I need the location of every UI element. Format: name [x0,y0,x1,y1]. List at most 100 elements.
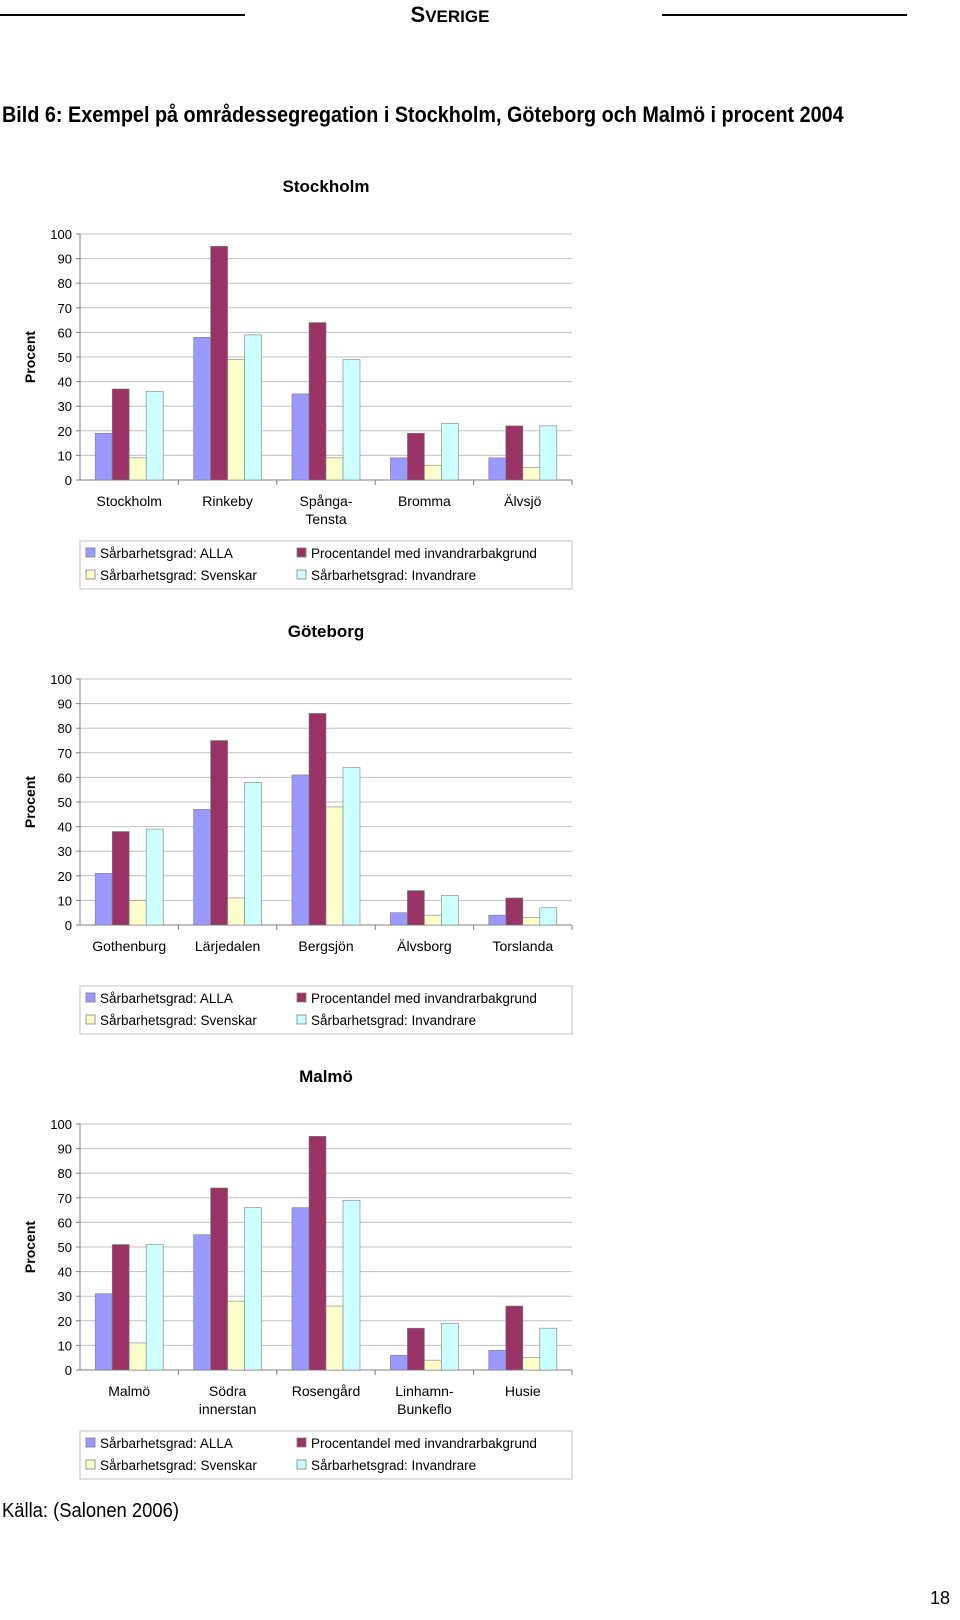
chart-goteborg-category-label: Älvsborg [397,938,451,954]
chart-goteborg-legend-swatch [85,1014,96,1025]
chart-goteborg-category-label: Gothenburg [92,938,166,954]
chart-stockholm-ytick-label: 0 [65,473,72,488]
chart-stockholm-bar [308,322,327,481]
chart-stockholm-bar [522,467,541,481]
chart-goteborg-legend-label: Sårbarhetsgrad: ALLA [100,991,233,1006]
chart-goteborg-bar [505,897,524,926]
chart-malmo-ytick-label: 0 [65,1363,72,1378]
chart-malmo-bar [291,1207,310,1371]
chart-malmo: Malmö Procent 0 10 20 30 40 50 60 70 80 90 100 Malmö S… [22,1067,573,1480]
chart-goteborg-ylabel: Procent [22,776,38,828]
header-rule-left [0,14,245,16]
chart-stockholm-ytick-label: 60 [58,325,72,340]
chart-malmo-bar [342,1199,361,1371]
chart-goteborg-bar [291,774,310,926]
running-header: SVERIGE [300,2,600,28]
chart-stockholm-bar [407,432,425,481]
chart-malmo-bar [94,1293,113,1371]
chart-goteborg-legend-label: Sårbarhetsgrad: Svenskar [100,1013,257,1028]
chart-goteborg-bar [390,912,408,926]
chart-malmo-ytick-label: 70 [58,1191,72,1206]
chart-stockholm-ytick-label: 40 [58,375,72,390]
chart-goteborg-ytick-label: 50 [58,795,72,810]
chart-malmo-bar [390,1354,408,1371]
chart-malmo-category-label: innerstan [199,1401,257,1417]
chart-stockholm-bar [505,425,524,481]
chart-malmo-category-label: Husie [505,1383,541,1399]
chart-goteborg-bar [441,895,459,926]
chart-goteborg-bar [342,767,361,926]
chart-stockholm-legend-label: Sårbarhetsgrad: Svenskar [100,568,257,583]
chart-malmo-bar [424,1359,442,1371]
chart-stockholm-legend-swatch [85,547,96,558]
chart-malmo-category-label: Södra [209,1383,247,1399]
chart-goteborg-bar [145,828,164,926]
chart-stockholm-bar [342,359,361,481]
chart-goteborg: Göteborg Procent 0 10 20 30 40 50 60 70 80 90 100 Got… [22,622,573,1035]
chart-goteborg-bar [325,806,344,926]
chart-goteborg-bar [539,907,558,926]
chart-goteborg-bar [244,782,262,926]
chart-goteborg-ytick-label: 0 [65,918,72,933]
chart-goteborg-title: Göteborg [288,622,365,641]
header-initial: S [410,2,426,27]
chart-stockholm-bar [210,246,228,481]
chart-stockholm-category-label: Tensta [305,511,346,527]
chart-malmo-legend-label: Sårbarhetsgrad: Svenskar [100,1458,257,1473]
chart-stockholm-legend-swatch [296,547,307,558]
chart-goteborg-bar [308,713,327,926]
chart-goteborg-ytick-label: 90 [58,697,72,712]
chart-stockholm-legend-box [79,540,573,590]
chart-malmo-bar [488,1350,507,1371]
chart-malmo-bar [128,1342,147,1371]
chart-malmo-bar [505,1305,524,1371]
chart-goteborg-category-label: Torslanda [492,938,553,954]
chart-stockholm-bar [488,457,507,481]
chart-goteborg-legend-swatch [296,1014,307,1025]
chart-goteborg-bar [193,809,211,926]
chart-malmo-legend-box [79,1430,573,1480]
chart-goteborg-legend-label: Procentandel med invandrarbakgrund [311,991,537,1006]
chart-stockholm-ytick-label: 70 [58,301,72,316]
chart-stockholm-legend-swatch [296,569,307,580]
chart-stockholm-ytick-label: 20 [58,424,72,439]
chart-malmo-ytick-label: 100 [50,1117,72,1132]
chart-goteborg-legend-swatch [85,992,96,1003]
chart-malmo-bar [244,1207,262,1371]
chart-malmo-legend-label: Procentandel med invandrarbakgrund [311,1436,537,1451]
chart-stockholm-bar [111,388,130,481]
chart-stockholm-bar [145,391,164,481]
chart-stockholm-category-label: Stockholm [97,493,162,509]
chart-stockholm-ytick-label: 90 [58,252,72,267]
chart-malmo-bar [441,1322,459,1371]
chart-stockholm-bar [424,464,442,481]
chart-goteborg-legend-label: Sårbarhetsgrad: Invandrare [311,1013,476,1028]
chart-stockholm-category-label: Rinkeby [202,493,253,509]
chart-stockholm-category-label: Spånga- [300,493,353,509]
source-note: Källa: (Salonen 2006) [2,1500,179,1522]
chart-malmo-bar [308,1136,327,1371]
chart-stockholm-legend-label: Sårbarhetsgrad: Invandrare [311,568,476,583]
chart-stockholm: Stockholm Procent 0 10 20 30 40 50 60 70 80 90 100 St… [22,177,573,590]
chart-malmo-legend-swatch [296,1459,307,1470]
chart-stockholm-ytick-label: 100 [50,227,72,242]
chart-malmo-category-label: Rosengård [292,1383,361,1399]
chart-goteborg-category-label: Lärjedalen [195,938,260,954]
chart-goteborg-bar [424,914,442,926]
chart-malmo-ytick-label: 20 [58,1314,72,1329]
chart-goteborg-ytick-label: 40 [58,820,72,835]
chart-stockholm-ytick-label: 50 [58,350,72,365]
chart-stockholm-bar [325,457,344,481]
chart-malmo-bar [522,1357,541,1371]
chart-stockholm-bar [193,337,211,481]
chart-malmo-bar [407,1327,425,1371]
chart-stockholm-ytick-label: 30 [58,399,72,414]
chart-malmo-ytick-label: 60 [58,1215,72,1230]
header-rule-right [662,14,907,16]
chart-goteborg-bar [227,897,245,926]
chart-malmo-ytick-label: 10 [58,1338,72,1353]
chart-goteborg-ytick-label: 20 [58,869,72,884]
chart-stockholm-ytick-label: 80 [58,276,72,291]
chart-malmo-category-label: Bunkeflo [397,1401,452,1417]
chart-malmo-ytick-label: 50 [58,1240,72,1255]
